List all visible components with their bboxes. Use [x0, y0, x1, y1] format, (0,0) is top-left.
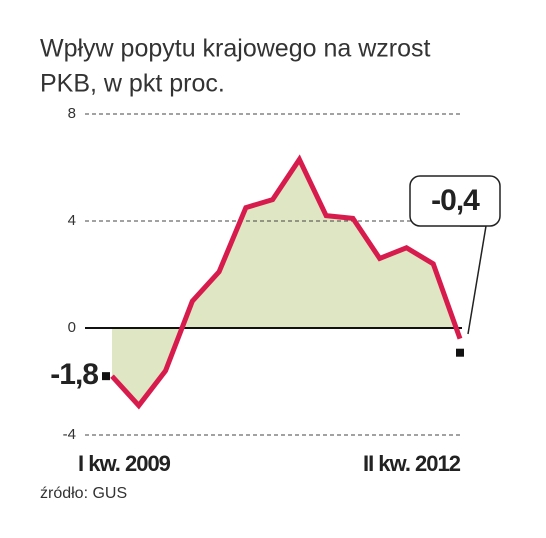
marker [456, 348, 464, 357]
marker [102, 372, 110, 381]
line [110, 154, 463, 410]
y-tick-label: 4 [68, 212, 76, 229]
x-tick-label: I kw. 2009 [78, 451, 171, 476]
x-tick-label: II kw. 2012 [363, 451, 461, 476]
y-tick-label: 8 [68, 105, 76, 122]
value-label: -1,8 [50, 358, 98, 391]
callout-box [409, 175, 501, 227]
chart-title: Wpływ popytu krajowego na wzrost [40, 35, 430, 63]
chart-title: PKB, w pkt proc. [40, 70, 225, 98]
area [112, 159, 460, 406]
value-label: -0,4 [431, 184, 480, 217]
callout-pointer [460, 225, 487, 335]
source: źródło: GUS [40, 485, 127, 502]
y-tick-label: -4 [63, 426, 76, 443]
y-tick-label: 0 [68, 319, 76, 336]
